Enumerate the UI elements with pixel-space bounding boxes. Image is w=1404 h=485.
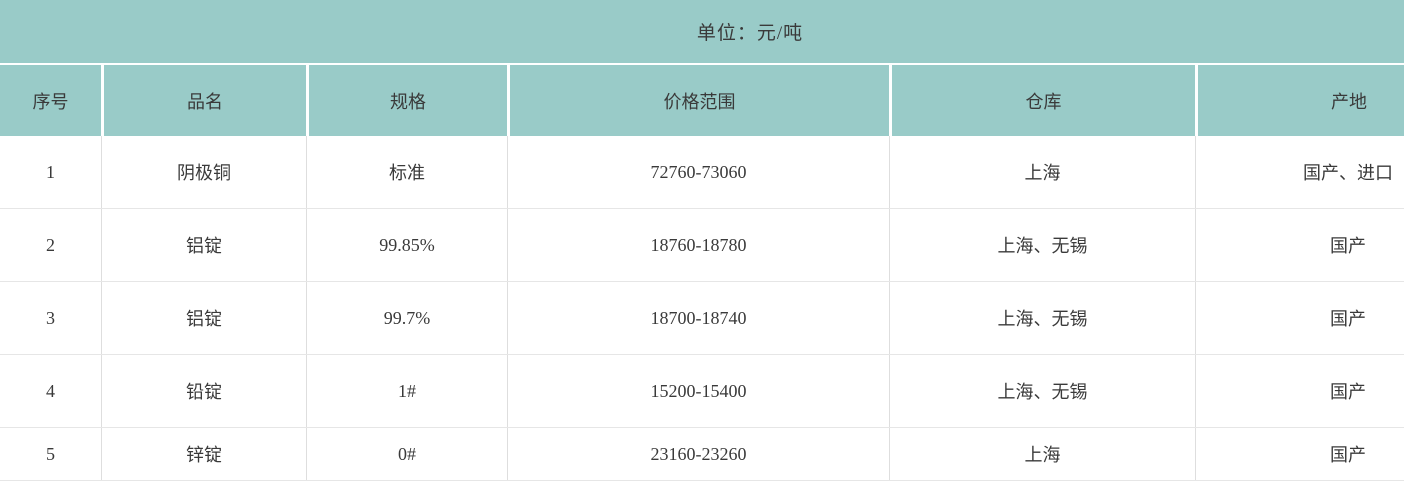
unit-banner-text: 单位：元/吨 xyxy=(696,23,804,44)
column-header-warehouse: 仓库 xyxy=(889,65,1195,136)
table-row: 5 锌锭 0# 23160-23260 上海 国产 xyxy=(0,428,1404,481)
cell-warehouse: 上海 xyxy=(889,428,1195,480)
cell-index: 5 xyxy=(46,443,55,464)
column-header-index: 序号 xyxy=(0,65,101,136)
cell-product: 铅锭 xyxy=(101,355,306,427)
cell-spec: 0# xyxy=(306,428,507,480)
table-header-row: 序号 品名 规格 价格范围 仓库 产地 xyxy=(0,65,1404,136)
cell-origin: 国产 xyxy=(1195,282,1404,354)
column-header-product: 品名 xyxy=(101,65,306,136)
table-row: 2 铝锭 99.85% 18760-18780 上海、无锡 国产 xyxy=(0,209,1404,282)
cell-price-range: 18760-18780 xyxy=(507,209,889,281)
cell-warehouse: 上海、无锡 xyxy=(889,209,1195,281)
column-header-origin: 产地 xyxy=(1195,65,1404,136)
cell-price-range: 72760-73060 xyxy=(507,136,889,208)
table-row: 1 阴极铜 标准 72760-73060 上海 国产、进口 xyxy=(0,136,1404,209)
cell-spec: 99.7% xyxy=(306,282,507,354)
cell-origin: 国产 xyxy=(1195,428,1404,480)
cell-product: 阴极铜 xyxy=(101,136,306,208)
unit-banner: 单位：元/吨 xyxy=(0,0,1404,63)
cell-origin: 国产、进口 xyxy=(1195,136,1404,208)
cell-spec: 99.85% xyxy=(306,209,507,281)
cell-spec: 标准 xyxy=(306,136,507,208)
cell-warehouse: 上海、无锡 xyxy=(889,355,1195,427)
table-row: 4 铅锭 1# 15200-15400 上海、无锡 国产 xyxy=(0,355,1404,428)
cell-price-range: 15200-15400 xyxy=(507,355,889,427)
cell-price-range: 18700-18740 xyxy=(507,282,889,354)
table-row: 3 铝锭 99.7% 18700-18740 上海、无锡 国产 xyxy=(0,282,1404,355)
column-header-price-range: 价格范围 xyxy=(507,65,889,136)
cell-price-range: 23160-23260 xyxy=(507,428,889,480)
column-header-spec: 规格 xyxy=(306,65,507,136)
cell-warehouse: 上海 xyxy=(889,136,1195,208)
cell-spec: 1# xyxy=(306,355,507,427)
cell-origin: 国产 xyxy=(1195,355,1404,427)
cell-origin: 国产 xyxy=(1195,209,1404,281)
cell-warehouse: 上海、无锡 xyxy=(889,282,1195,354)
cell-index: 3 xyxy=(46,307,55,328)
cell-product: 铝锭 xyxy=(101,209,306,281)
cell-index: 4 xyxy=(46,380,55,401)
cell-index: 1 xyxy=(46,161,55,182)
cell-index: 2 xyxy=(46,234,55,255)
cell-product: 铝锭 xyxy=(101,282,306,354)
cell-product: 锌锭 xyxy=(101,428,306,480)
